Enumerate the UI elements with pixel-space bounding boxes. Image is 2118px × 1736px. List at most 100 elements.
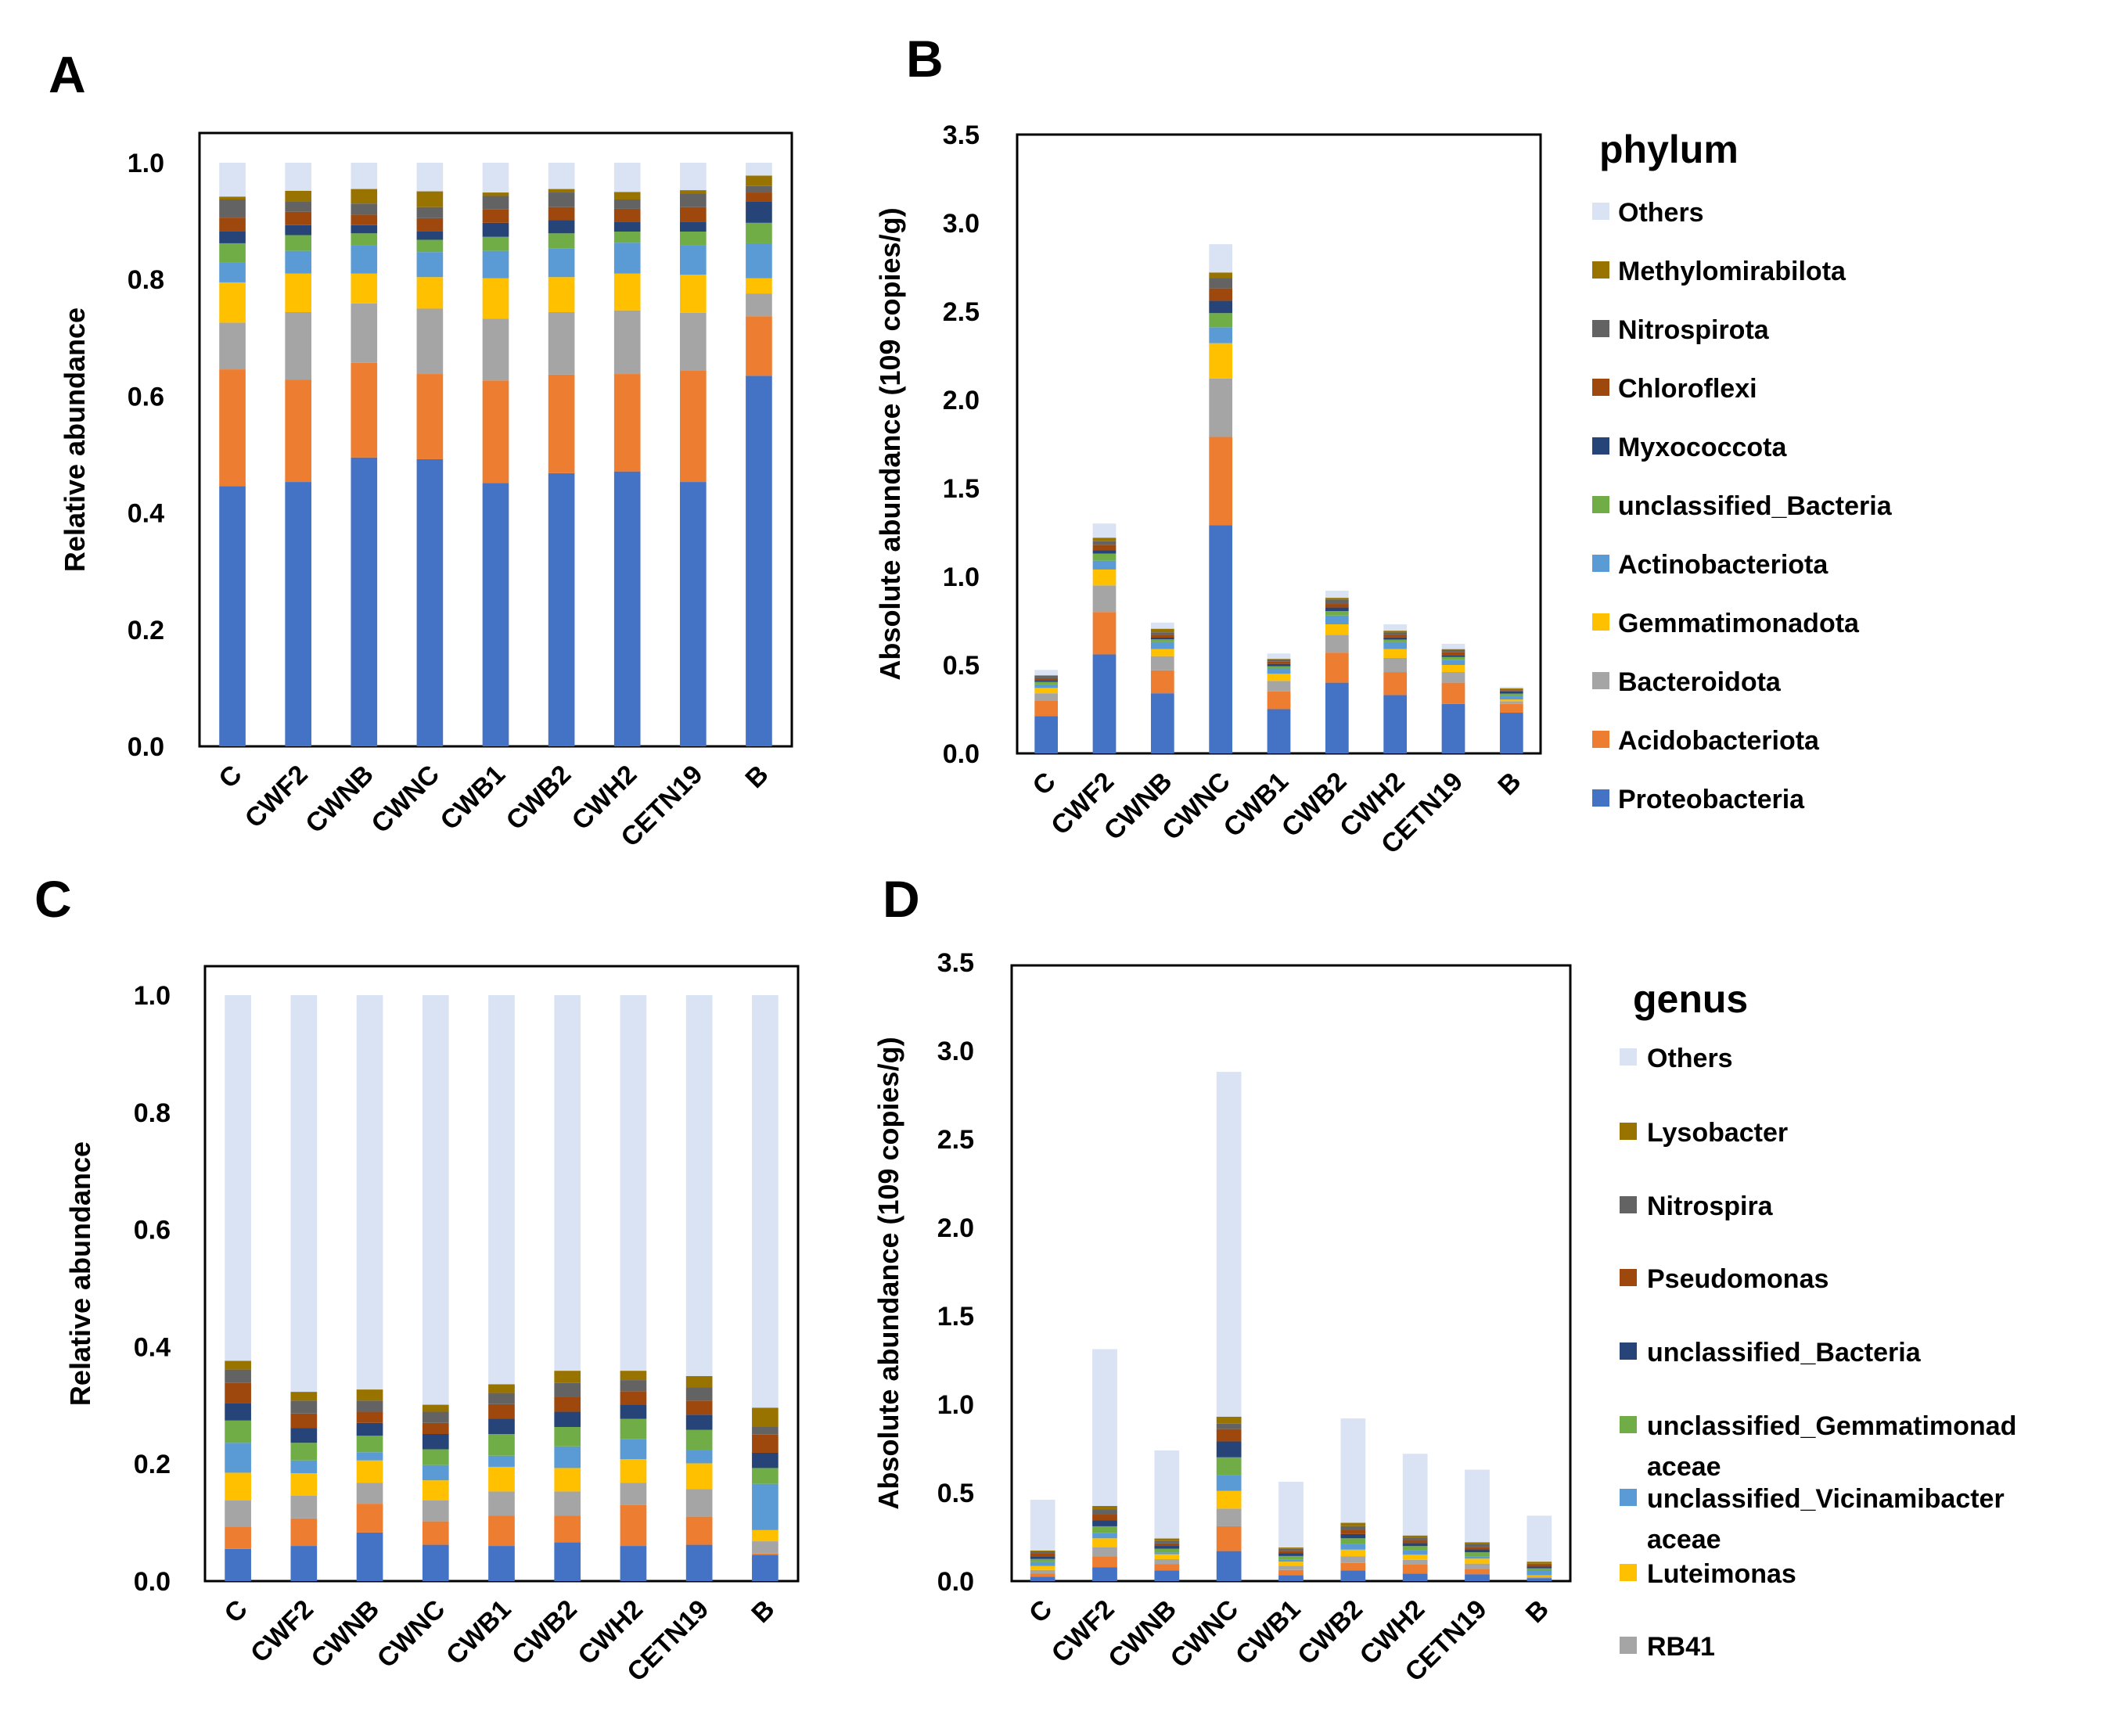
bar-segment-luteimonas-c bbox=[1030, 1565, 1055, 1570]
legend-swatch bbox=[1592, 261, 1609, 279]
bar-segment-nitrospirota-c bbox=[1034, 675, 1059, 678]
bar-segment-actinobacteriota-cwh2 bbox=[613, 243, 641, 274]
bar-segment-gemmatimonadota-c bbox=[219, 282, 246, 323]
bar-segment-nitrospira-b bbox=[752, 1427, 779, 1435]
bar-segment-unclassified-bacteria-b bbox=[746, 222, 772, 243]
bar-segment-unclassified-bacteria-cwb2 bbox=[548, 233, 575, 249]
legend-label: Chloroflexi bbox=[1618, 374, 1757, 404]
bar-segment-unclassified-vicinamibacteraceae-cetn19 bbox=[685, 1450, 713, 1464]
bar-segment-nitrospirota-c bbox=[219, 199, 246, 218]
bar-segment-others-cwnc bbox=[1209, 244, 1233, 273]
bar-segment-myxococcota-b bbox=[746, 201, 772, 223]
bar-segment-bacteroidota-cwb2 bbox=[1325, 634, 1349, 653]
bar-segment-series-0-cwh2 bbox=[620, 1546, 647, 1581]
bar-segment-unclassified-bacteria-cwnb bbox=[1154, 1546, 1180, 1549]
bar-segment-nitrospira-cwb1 bbox=[1278, 1548, 1304, 1551]
legend-swatch bbox=[1620, 1637, 1637, 1654]
bar-segment-luteimonas-cwb1 bbox=[488, 1466, 515, 1492]
bar-segment-nitrospirota-cwb2 bbox=[1325, 599, 1349, 605]
bar-segment-nitrospirota-cwnc bbox=[1209, 278, 1233, 289]
bar-segment-others-cwf2 bbox=[1092, 1349, 1117, 1506]
bar-segment-acidobacteriota-cwnb bbox=[1150, 670, 1174, 694]
bar-segment-myxococcota-cwnb bbox=[1150, 637, 1174, 640]
bar-segment-nitrospira-cwnb bbox=[1154, 1540, 1180, 1544]
bar-segment-bacteroidota-c bbox=[219, 322, 246, 370]
bar-segment-pseudomonas-cwb1 bbox=[1278, 1551, 1304, 1554]
bar-segment-acidobacteriota-cetn19 bbox=[680, 370, 707, 483]
bar-segment-gemmatimonadota-cwnc bbox=[1209, 343, 1233, 379]
bar-segment-bacteroidota-c bbox=[1034, 693, 1059, 701]
legend-swatch bbox=[1620, 1269, 1637, 1286]
bar-segment-series-1-cwb1 bbox=[488, 1515, 515, 1547]
bar-segment-rb41-cwb2 bbox=[1340, 1556, 1366, 1563]
bar-segment-unclassified-gemmatimonadaceae-cetn19 bbox=[685, 1429, 713, 1450]
y-axis-label: Relative abundance bbox=[59, 307, 91, 572]
x-tick-label: CWNB bbox=[300, 760, 379, 839]
x-tick-label: CWB2 bbox=[1292, 1594, 1368, 1671]
bar-segment-acidobacteriota-cwb2 bbox=[1325, 652, 1349, 683]
bar-segment-lysobacter-cwf2 bbox=[1092, 1505, 1117, 1510]
bar-segment-unclassified-gemmatimonadaceae-cwf2 bbox=[290, 1443, 318, 1461]
bar-segment-nitrospirota-cwnc bbox=[416, 207, 444, 218]
bar-segment-series-0-cwb1 bbox=[488, 1546, 515, 1581]
bar-segment-unclassified-bacteria-cwb1 bbox=[1278, 1553, 1304, 1556]
bar-segment-luteimonas-cwf2 bbox=[290, 1473, 318, 1496]
bar-segment-acidobacteriota-cwb1 bbox=[1267, 691, 1291, 710]
bar-segment-nitrospira-cwnc bbox=[422, 1411, 449, 1423]
y-tick-label: 0.0 bbox=[937, 1567, 974, 1597]
bar-segment-proteobacteria-cwb1 bbox=[1267, 709, 1291, 753]
y-tick-label: 3.0 bbox=[937, 1037, 974, 1066]
bar-segment-bacteroidota-cwb1 bbox=[482, 318, 509, 381]
bar-segment-actinobacteriota-cwf2 bbox=[1092, 560, 1117, 570]
bar-segment-series-1-cwf2 bbox=[290, 1518, 318, 1547]
bar-segment-bacteroidota-cwf2 bbox=[1092, 585, 1117, 613]
bar-segment-nitrospira-cwf2 bbox=[1092, 1509, 1117, 1515]
bar-segment-rb41-b bbox=[1526, 1576, 1552, 1578]
bar-segment-unclassified-gemmatimonadaceae-c bbox=[1030, 1558, 1055, 1562]
bar-segment-unclassified-gemmatimonadaceae-cwf2 bbox=[1092, 1526, 1117, 1533]
legend-genus: genus Others Lysobacter Nitrospira Pseudomon… bbox=[1620, 977, 2016, 1662]
bar-segment-others-cwf2 bbox=[1092, 523, 1117, 538]
y-tick-label: 0.8 bbox=[128, 265, 164, 295]
legend-label: Acidobacteriota bbox=[1618, 726, 1820, 756]
bar-segment-proteobacteria-cwh2 bbox=[1383, 695, 1408, 753]
bar-segment-series-0-cwb2 bbox=[1340, 1570, 1366, 1581]
bar-segment-myxococcota-cwb2 bbox=[548, 220, 575, 234]
bar-segment-proteobacteria-cwf2 bbox=[1092, 654, 1117, 753]
legend-item: Lysobacter bbox=[1620, 1118, 1788, 1148]
legend-swatch bbox=[1592, 496, 1609, 513]
bar-segment-actinobacteriota-cetn19 bbox=[680, 245, 707, 275]
bar-segment-series-0-b bbox=[1526, 1578, 1552, 1581]
bar-segment-unclassified-gemmatimonadaceae-cwnb bbox=[1154, 1548, 1180, 1553]
bar-segment-methylomirabilota-cwh2 bbox=[613, 192, 641, 199]
bar-segment-chloroflexi-cwb1 bbox=[482, 209, 509, 223]
x-tick-label: CWB2 bbox=[1276, 767, 1353, 843]
bar-segment-unclassified-gemmatimonadaceae-cetn19 bbox=[1465, 1552, 1490, 1557]
bar-segment-pseudomonas-cwb2 bbox=[1340, 1529, 1366, 1534]
bar-segment-series-1-c bbox=[225, 1526, 251, 1549]
bar-segment-unclassified-vicinamibacteraceae-cwb2 bbox=[554, 1446, 581, 1468]
bar-segment-series-1-cwnb bbox=[356, 1504, 383, 1533]
bar-segment-rb41-cwf2 bbox=[1092, 1547, 1117, 1557]
bar-segment-unclassified-bacteria-cwh2 bbox=[1402, 1543, 1428, 1547]
bar-segment-pseudomonas-cwb2 bbox=[554, 1396, 581, 1412]
bar-segment-unclassified-gemmatimonadaceae-cwh2 bbox=[1402, 1546, 1428, 1551]
legend-swatch bbox=[1620, 1416, 1637, 1433]
x-tick-label: C bbox=[1023, 1594, 1058, 1629]
x-tick-label: C bbox=[213, 760, 247, 794]
y-tick-label: 3.0 bbox=[943, 209, 980, 239]
bar-segment-methylomirabilota-cwnc bbox=[1209, 272, 1233, 279]
bar-segment-series-1-cwf2 bbox=[1092, 1556, 1117, 1568]
bar-segment-nitrospira-cwh2 bbox=[620, 1380, 647, 1392]
bar-segment-nitrospirota-cwb1 bbox=[482, 196, 509, 210]
bar-segment-gemmatimonadota-cwnb bbox=[351, 273, 378, 304]
x-tick-label: CWB2 bbox=[506, 1594, 583, 1671]
bar-segment-rb41-c bbox=[225, 1500, 251, 1527]
bar-segment-others-cetn19 bbox=[680, 163, 707, 191]
bar-segment-actinobacteriota-cwb2 bbox=[548, 248, 575, 278]
bar-segment-proteobacteria-b bbox=[746, 376, 772, 746]
bar-segment-unclassified-gemmatimonadaceae-cwb2 bbox=[554, 1427, 581, 1447]
